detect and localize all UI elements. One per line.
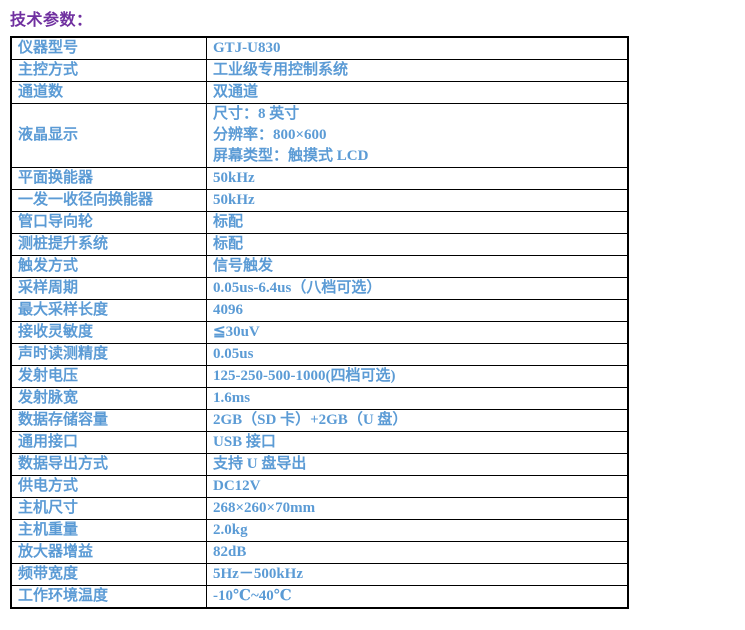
spec-label-cell: 一发一收径向换能器 bbox=[10, 189, 207, 212]
spec-row: 供电方式 DC12V bbox=[10, 475, 629, 498]
spec-label-cell: 接收灵敏度 bbox=[10, 321, 207, 344]
spec-label-cell: 主机重量 bbox=[10, 519, 207, 542]
spec-row: 采样周期 0.05us-6.4us（八档可选） bbox=[10, 277, 629, 300]
spec-row: 接收灵敏度 ≦30uV bbox=[10, 321, 629, 344]
spec-row: 一发一收径向换能器 50kHz bbox=[10, 189, 629, 212]
spec-label-cell: 平面换能器 bbox=[10, 167, 207, 190]
spec-label-cell: 主控方式 bbox=[10, 59, 207, 82]
spec-label-cell: 液晶显示 bbox=[10, 103, 207, 168]
spec-value-cell: 标配 bbox=[206, 233, 629, 256]
spec-label-cell: 仪器型号 bbox=[10, 36, 207, 60]
spec-value-cell: 0.05us bbox=[206, 343, 629, 366]
spec-value-cell: 尺寸：8 英寸 分辨率：800×600 屏幕类型：触摸式 LCD bbox=[206, 103, 629, 168]
spec-value-cell: GTJ-U830 bbox=[206, 36, 629, 60]
spec-label-cell: 测桩提升系统 bbox=[10, 233, 207, 256]
spec-row: 主机重量 2.0kg bbox=[10, 519, 629, 542]
spec-label-cell: 频带宽度 bbox=[10, 563, 207, 586]
spec-row: 数据导出方式 支持 U 盘导出 bbox=[10, 453, 629, 476]
spec-row: 主机尺寸 268×260×70mm bbox=[10, 497, 629, 520]
spec-value-cell: 0.05us-6.4us（八档可选） bbox=[206, 277, 629, 300]
spec-label-cell: 采样周期 bbox=[10, 277, 207, 300]
spec-value-cell: 125-250-500-1000(四档可选) bbox=[206, 365, 629, 388]
spec-label-cell: 数据导出方式 bbox=[10, 453, 207, 476]
spec-row: 仪器型号 GTJ-U830 bbox=[10, 36, 629, 60]
spec-row: 放大器增益 82dB bbox=[10, 541, 629, 564]
spec-value-cell: 5Hz－500kHz bbox=[206, 563, 629, 586]
spec-row: 发射脉宽 1.6ms bbox=[10, 387, 629, 410]
spec-value-cell: 工业级专用控制系统 bbox=[206, 59, 629, 82]
spec-value-cell: 1.6ms bbox=[206, 387, 629, 410]
spec-value-cell: 82dB bbox=[206, 541, 629, 564]
spec-row: 平面换能器 50kHz bbox=[10, 167, 629, 190]
spec-value-cell: 双通道 bbox=[206, 81, 629, 104]
spec-label-cell: 通用接口 bbox=[10, 431, 207, 454]
spec-row: 测桩提升系统 标配 bbox=[10, 233, 629, 256]
spec-value-cell: 标配 bbox=[206, 211, 629, 234]
spec-row: 通用接口 USB 接口 bbox=[10, 431, 629, 454]
spec-label-cell: 通道数 bbox=[10, 81, 207, 104]
spec-value-cell: DC12V bbox=[206, 475, 629, 498]
spec-value-cell: 2GB（SD 卡）+2GB（U 盘） bbox=[206, 409, 629, 432]
spec-label-cell: 声时读测精度 bbox=[10, 343, 207, 366]
spec-value-cell: 2.0kg bbox=[206, 519, 629, 542]
spec-value-cell: USB 接口 bbox=[206, 431, 629, 454]
spec-row: 数据存储容量 2GB（SD 卡）+2GB（U 盘） bbox=[10, 409, 629, 432]
spec-label-cell: 放大器增益 bbox=[10, 541, 207, 564]
spec-row: 声时读测精度 0.05us bbox=[10, 343, 629, 366]
spec-row: 液晶显示 尺寸：8 英寸 分辨率：800×600 屏幕类型：触摸式 LCD bbox=[10, 103, 629, 168]
spec-label-cell: 数据存储容量 bbox=[10, 409, 207, 432]
spec-label-cell: 主机尺寸 bbox=[10, 497, 207, 520]
spec-row: 最大采样长度 4096 bbox=[10, 299, 629, 322]
spec-row: 触发方式 信号触发 bbox=[10, 255, 629, 278]
spec-label-cell: 工作环境温度 bbox=[10, 585, 207, 609]
spec-label-cell: 发射脉宽 bbox=[10, 387, 207, 410]
spec-row: 通道数 双通道 bbox=[10, 81, 629, 104]
spec-row: 工作环境温度 -10℃~40℃ bbox=[10, 585, 629, 609]
spec-value-cell: 4096 bbox=[206, 299, 629, 322]
spec-label-cell: 发射电压 bbox=[10, 365, 207, 388]
spec-value-cell: 268×260×70mm bbox=[206, 497, 629, 520]
spec-label-cell: 触发方式 bbox=[10, 255, 207, 278]
spec-value-cell: -10℃~40℃ bbox=[206, 585, 629, 609]
spec-row: 频带宽度 5Hz－500kHz bbox=[10, 563, 629, 586]
spec-value-cell: 支持 U 盘导出 bbox=[206, 453, 629, 476]
spec-table-body: 仪器型号 GTJ-U830 主控方式 工业级专用控制系统 通道数 双通道 液晶显示 尺寸：8 … bbox=[10, 36, 629, 609]
spec-label-cell: 管口导向轮 bbox=[10, 211, 207, 234]
spec-row: 主控方式 工业级专用控制系统 bbox=[10, 59, 629, 82]
spec-table: 仪器型号 GTJ-U830 主控方式 工业级专用控制系统 通道数 双通道 液晶显示 尺寸：8 … bbox=[10, 36, 629, 609]
spec-value-cell: 50kHz bbox=[206, 189, 629, 212]
spec-value-cell: 50kHz bbox=[206, 167, 629, 190]
spec-row: 发射电压 125-250-500-1000(四档可选) bbox=[10, 365, 629, 388]
page-title: 技术参数： bbox=[10, 12, 93, 29]
spec-row: 管口导向轮 标配 bbox=[10, 211, 629, 234]
spec-value-cell: ≦30uV bbox=[206, 321, 629, 344]
spec-label-cell: 最大采样长度 bbox=[10, 299, 207, 322]
spec-label-cell: 供电方式 bbox=[10, 475, 207, 498]
spec-value-cell: 信号触发 bbox=[206, 255, 629, 278]
